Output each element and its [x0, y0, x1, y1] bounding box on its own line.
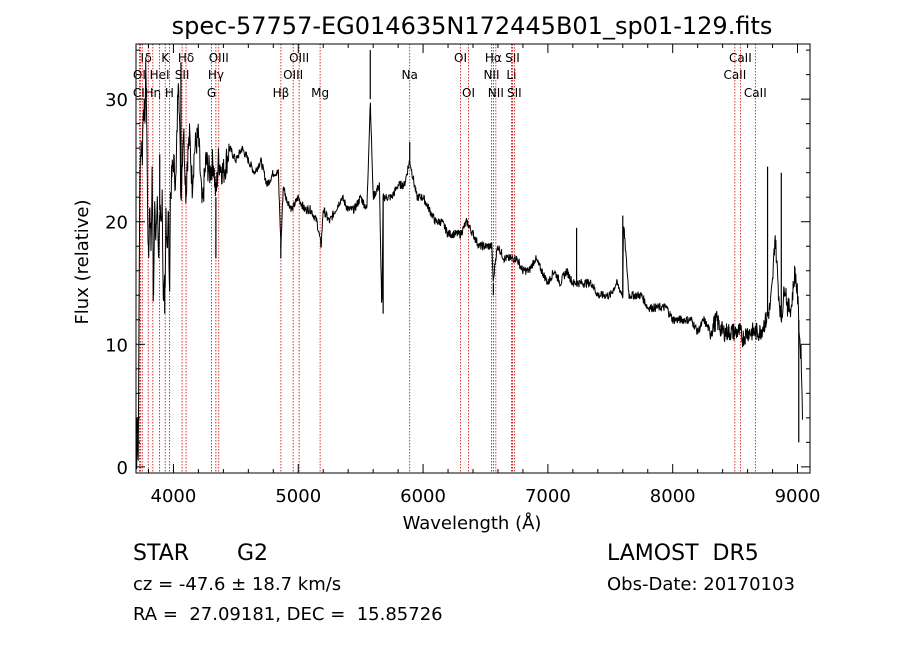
y-tick-label: 20 [105, 213, 128, 234]
line-marker-label: CII [133, 86, 148, 100]
line-marker-label: OIII [283, 68, 303, 82]
line-marker-label: OI [462, 86, 475, 100]
line-marker-label: Hη [145, 86, 162, 100]
plot-frame [135, 43, 811, 474]
ra-dec: RA = 27.09181, DEC = 15.85726 [133, 604, 443, 625]
line-marker-label: Mg [311, 86, 329, 100]
y-tick-label: 30 [105, 90, 128, 111]
x-tick-label: 9000 [775, 486, 821, 507]
y-axis-label: Flux (relative) [72, 199, 93, 324]
subclass: G2 [237, 541, 269, 566]
line-marker-label: δ [145, 51, 152, 65]
line-marker-label: Hα [485, 51, 502, 65]
x-tick-label: 6000 [400, 486, 446, 507]
line-marker-label: I [140, 51, 144, 65]
y-axis: 0 10 20 30 [105, 49, 810, 479]
line-marker-label: Hβ [273, 86, 290, 100]
line-marker-label: Na [402, 68, 418, 82]
line-marker-label: HeI [150, 68, 170, 82]
x-axis-label: Wavelength (Å) [403, 512, 542, 534]
line-marker-label: SII [175, 68, 190, 82]
x-tick-label: 5000 [275, 486, 321, 507]
line-marker-label: CaII [729, 51, 752, 65]
line-markers: OICIIIHηδHeIKHSIIHδGHγOIIIHβOIIIOIIIMgNa… [133, 44, 767, 473]
line-marker-label: NII [483, 68, 499, 82]
spectrum-line [135, 60, 803, 470]
line-marker-label: OIII [289, 51, 309, 65]
line-marker-label: SII [505, 51, 520, 65]
line-marker-label: Hδ [178, 51, 194, 65]
y-tick-label: 10 [105, 335, 128, 356]
redshift-cz: cz = -47.6 ± 18.7 km/s [133, 574, 342, 595]
survey-release: LAMOST DR5 [607, 541, 759, 566]
x-tick-label: 4000 [151, 486, 197, 507]
line-marker-label: OI [454, 51, 467, 65]
line-marker-label: K [161, 51, 170, 65]
object-class: STAR [133, 541, 190, 566]
line-marker-label: SII [507, 86, 522, 100]
y-tick-label: 0 [117, 458, 128, 479]
line-marker-label: Li [506, 68, 516, 82]
chart-title: spec-57757-EG014635N172445B01_sp01-129.f… [172, 12, 773, 40]
line-marker-label: CaII [723, 68, 746, 82]
line-marker-label: OIII [209, 51, 229, 65]
line-marker-label: CaII [744, 86, 767, 100]
x-tick-label: 7000 [525, 486, 571, 507]
line-marker-label: Hγ [208, 68, 224, 82]
line-marker-label: H [165, 86, 174, 100]
x-axis: 4000 5000 6000 7000 8000 9000 [147, 44, 821, 507]
line-marker-label: NII [488, 86, 504, 100]
obs-date: Obs-Date: 20170103 [607, 574, 795, 595]
spectrum-series [135, 50, 803, 470]
line-marker-label: G [207, 86, 216, 100]
x-tick-label: 8000 [650, 486, 696, 507]
